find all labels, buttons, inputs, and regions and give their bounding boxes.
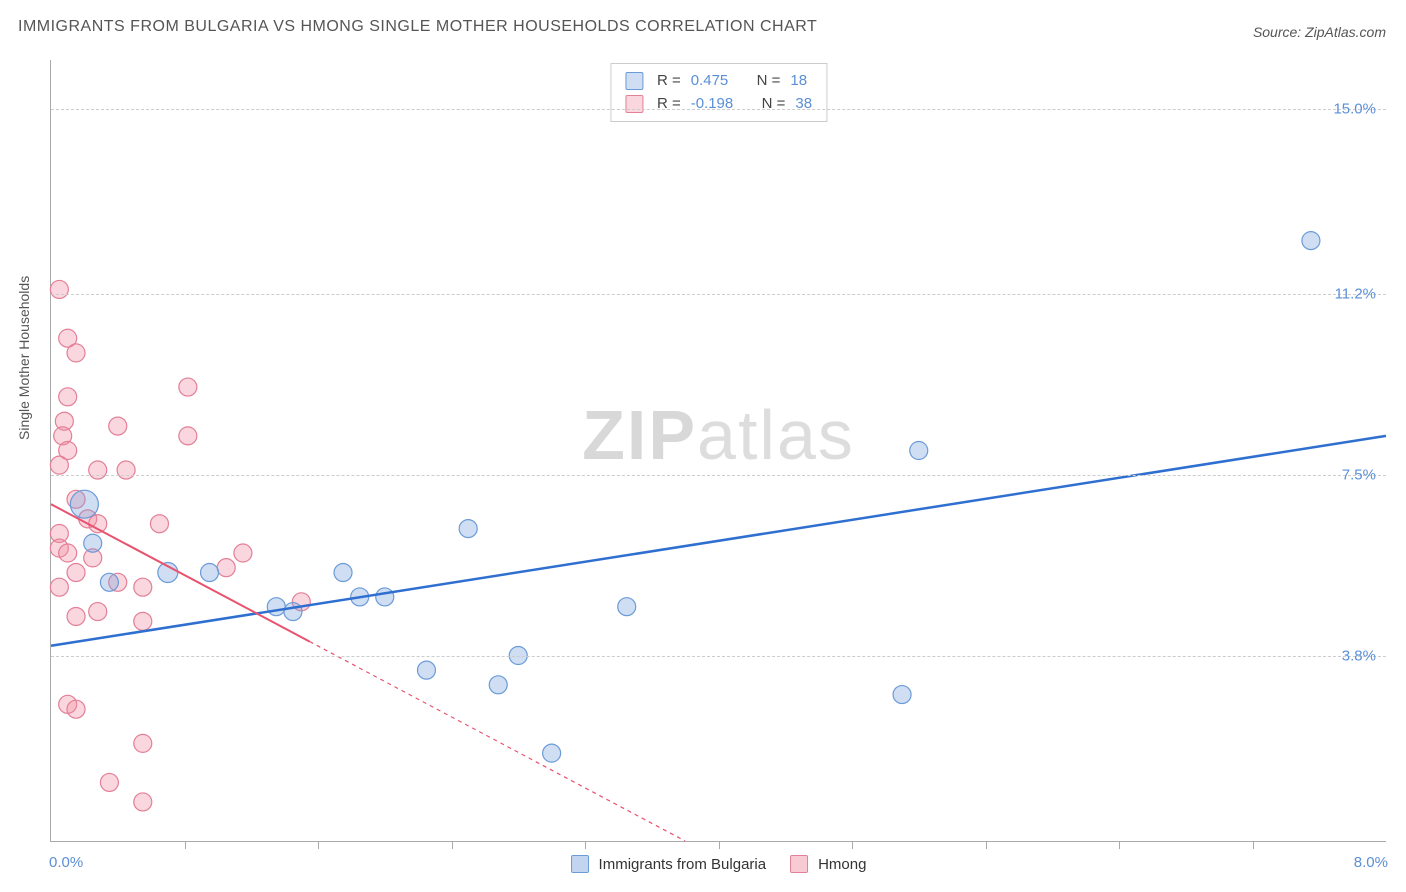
data-point: [50, 578, 68, 596]
x-tick: [852, 841, 853, 849]
data-point: [267, 598, 285, 616]
data-point: [89, 461, 107, 479]
n-value-1: 38: [795, 93, 812, 116]
data-point: [67, 344, 85, 362]
chart-container: IMMIGRANTS FROM BULGARIA VS HMONG SINGLE…: [0, 0, 1406, 892]
data-point: [134, 734, 152, 752]
data-point: [893, 686, 911, 704]
legend-item: Immigrants from Bulgaria: [571, 855, 767, 873]
data-point: [459, 520, 477, 538]
gridline: [51, 656, 1386, 657]
chart-title: IMMIGRANTS FROM BULGARIA VS HMONG SINGLE…: [18, 18, 817, 36]
x-tick: [185, 841, 186, 849]
stats-row-hmong: R = -0.198 N = 38: [625, 93, 812, 116]
data-point: [376, 588, 394, 606]
regression-line: [51, 436, 1386, 646]
data-point: [89, 603, 107, 621]
source-attribution: Source: ZipAtlas.com: [1253, 24, 1386, 40]
data-point: [910, 442, 928, 460]
data-point: [543, 744, 561, 762]
data-point: [59, 388, 77, 406]
correlation-stats-legend: R = 0.475 N = 18 R = -0.198 N = 38: [610, 63, 827, 122]
data-point: [100, 573, 118, 591]
x-tick: [986, 841, 987, 849]
data-point: [134, 793, 152, 811]
source-label: Source:: [1253, 24, 1301, 40]
y-axis-label: Single Mother Households: [16, 276, 32, 440]
data-point: [100, 773, 118, 791]
x-axis-max-label: 8.0%: [1354, 854, 1388, 871]
stats-row-bulgaria: R = 0.475 N = 18: [625, 70, 812, 93]
x-axis-min-label: 0.0%: [49, 854, 83, 871]
scatter-plot-svg: [51, 60, 1386, 841]
x-tick: [1119, 841, 1120, 849]
gridline: [51, 475, 1386, 476]
n-label-1: N =: [762, 93, 786, 116]
data-point: [84, 534, 102, 552]
data-point: [67, 564, 85, 582]
gridline: [51, 294, 1386, 295]
n-value-0: 18: [790, 70, 807, 93]
data-point: [179, 427, 197, 445]
data-point: [489, 676, 507, 694]
data-point: [59, 544, 77, 562]
x-tick: [1253, 841, 1254, 849]
data-point: [618, 598, 636, 616]
data-point: [334, 564, 352, 582]
data-point: [67, 607, 85, 625]
r-label-0: R =: [657, 70, 681, 93]
gridline: [51, 109, 1386, 110]
legend-label: Immigrants from Bulgaria: [599, 856, 767, 873]
data-point: [150, 515, 168, 533]
y-tick-label: 11.2%: [1335, 286, 1376, 303]
swatch-bulgaria: [625, 72, 643, 90]
data-point: [284, 603, 302, 621]
n-label-0: N =: [757, 70, 781, 93]
series-legend: Immigrants from Bulgaria Hmong: [571, 855, 867, 873]
data-point: [179, 378, 197, 396]
r-value-0: 0.475: [691, 70, 729, 93]
plot-area: ZIPatlas R = 0.475 N = 18 R = -0.198 N =…: [50, 60, 1386, 842]
data-point: [217, 559, 235, 577]
data-point: [117, 461, 135, 479]
data-point: [134, 578, 152, 596]
x-tick: [585, 841, 586, 849]
y-tick-label: 15.0%: [1333, 100, 1376, 117]
regression-line-dashed: [310, 642, 685, 841]
x-tick: [452, 841, 453, 849]
regression-line: [51, 504, 310, 641]
data-point: [1302, 232, 1320, 250]
source-name: ZipAtlas.com: [1305, 24, 1386, 40]
y-tick-label: 3.8%: [1342, 647, 1376, 664]
data-point: [417, 661, 435, 679]
y-tick-label: 7.5%: [1342, 466, 1376, 483]
x-tick: [719, 841, 720, 849]
legend-swatch: [571, 855, 589, 873]
data-point: [234, 544, 252, 562]
x-tick: [318, 841, 319, 849]
legend-item: Hmong: [790, 855, 866, 873]
data-point: [50, 456, 68, 474]
r-label-1: R =: [657, 93, 681, 116]
data-point: [50, 280, 68, 298]
legend-swatch: [790, 855, 808, 873]
swatch-hmong: [625, 95, 643, 113]
data-point: [70, 490, 98, 518]
data-point: [109, 417, 127, 435]
data-point: [67, 700, 85, 718]
data-point: [134, 612, 152, 630]
legend-label: Hmong: [818, 856, 866, 873]
r-value-1: -0.198: [691, 93, 734, 116]
data-point: [201, 564, 219, 582]
